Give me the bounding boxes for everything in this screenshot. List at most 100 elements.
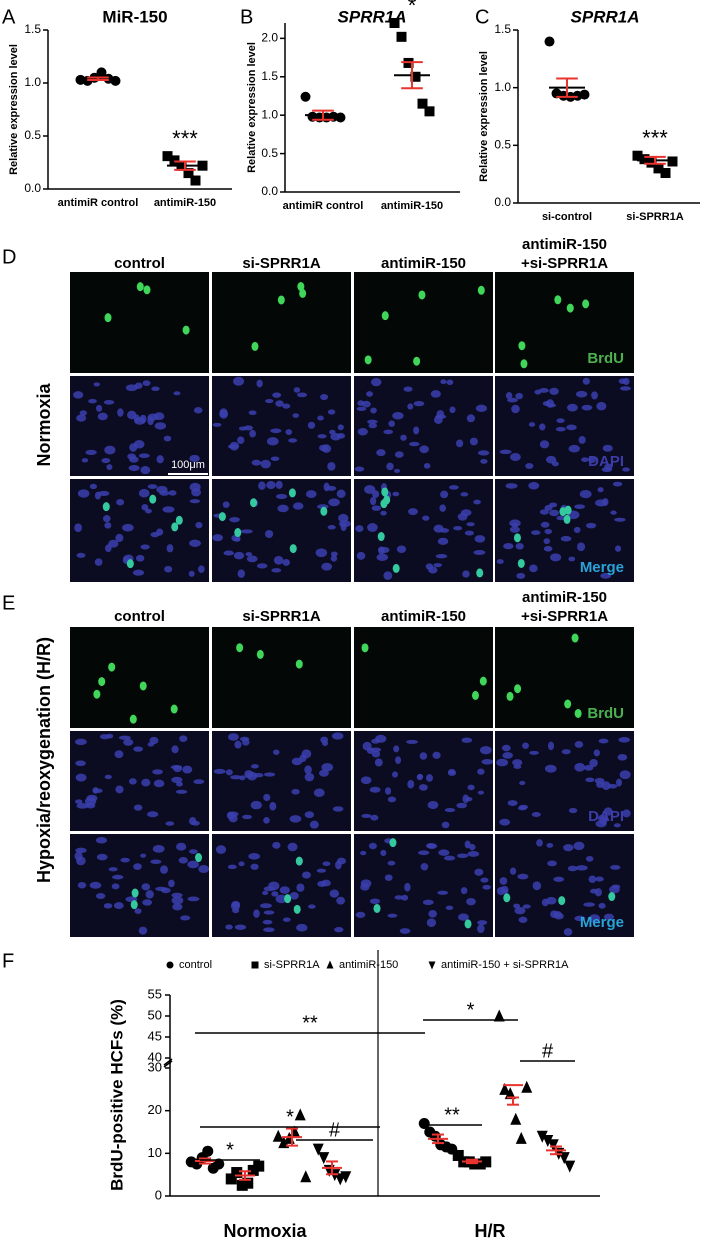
nucleus <box>544 504 553 511</box>
legend-label: control <box>179 959 212 971</box>
nucleus <box>473 549 486 555</box>
nucleus <box>594 777 605 784</box>
nucleus <box>420 863 429 871</box>
nucleus <box>387 796 397 803</box>
brdu-nucleus <box>513 533 521 543</box>
nucleus <box>460 887 468 895</box>
nucleus <box>285 429 293 436</box>
data-point <box>480 1156 492 1168</box>
column-header: +si-SPRR1A <box>521 255 608 272</box>
data-point <box>410 71 421 82</box>
nucleus <box>331 732 344 740</box>
nucleus <box>142 899 153 906</box>
nucleus <box>153 779 165 788</box>
column-header: antimiR-150 <box>522 236 607 253</box>
nucleus <box>125 384 138 392</box>
nucleus <box>129 456 139 463</box>
nucleus <box>430 390 441 398</box>
column-header: antimiR-150 <box>522 589 607 606</box>
nucleus <box>193 407 203 414</box>
nucleus <box>413 400 425 407</box>
data-point <box>318 1152 330 1165</box>
data-point <box>202 1145 214 1157</box>
micrograph <box>354 272 493 373</box>
data-point <box>389 18 400 28</box>
nucleus <box>74 851 83 861</box>
brdu-nucleus <box>130 900 138 910</box>
nucleus <box>228 814 238 823</box>
nucleus <box>539 423 546 431</box>
y-tick-label: 0.0 <box>494 195 511 209</box>
nucleus <box>603 807 613 816</box>
nucleus <box>244 770 254 779</box>
nucleus <box>75 799 83 804</box>
nucleus <box>213 768 226 774</box>
nucleus <box>556 418 565 424</box>
nucleus <box>595 876 604 882</box>
brdu-nucleus <box>582 299 590 309</box>
nucleus <box>340 522 347 532</box>
brdu-nucleus <box>566 303 574 313</box>
nucleus <box>618 737 631 743</box>
brdu-nucleus <box>139 681 147 691</box>
x-tick-label: si-SPRR1A <box>626 211 684 223</box>
nucleus <box>238 861 245 867</box>
nucleus <box>296 883 305 892</box>
nucleus <box>315 548 328 558</box>
nucleus <box>374 758 383 767</box>
nucleus <box>466 522 475 527</box>
nucleus <box>540 521 550 528</box>
data-point <box>300 91 311 102</box>
y-tick-label: 0.5 <box>494 138 511 152</box>
nucleus <box>327 461 336 471</box>
nucleus <box>467 784 475 791</box>
nucleus <box>416 773 423 781</box>
nucleus <box>567 865 578 872</box>
nucleus <box>536 839 543 847</box>
significance: * <box>226 1139 234 1161</box>
brdu-nucleus <box>381 487 389 497</box>
brdu-nucleus <box>170 704 178 714</box>
data-point <box>294 1108 306 1121</box>
nucleus <box>287 842 298 852</box>
nucleus <box>366 391 373 397</box>
panel-letter: B <box>240 6 253 28</box>
nucleus <box>394 451 404 458</box>
nucleus <box>189 499 201 504</box>
nucleus <box>574 504 586 510</box>
nucleus <box>532 881 542 891</box>
nucleus <box>457 853 469 859</box>
y-tick-label: 1.0 <box>494 80 511 94</box>
data-point <box>335 112 346 123</box>
data-point <box>418 1117 430 1129</box>
nucleus <box>355 911 366 918</box>
nucleus <box>595 499 607 507</box>
nucleus <box>446 379 454 386</box>
nucleus <box>81 458 89 463</box>
nucleus <box>480 458 488 464</box>
nucleus <box>531 530 541 535</box>
scale-bar-label: 100μm <box>171 459 205 471</box>
nucleus <box>539 509 549 515</box>
nucleus <box>128 778 137 785</box>
nucleus <box>175 789 188 794</box>
nucleus <box>140 544 150 550</box>
y-tick-label: 0.0 <box>24 181 41 195</box>
nucleus <box>282 558 290 566</box>
nucleus <box>515 542 524 550</box>
nucleus <box>73 391 84 399</box>
nucleus <box>292 413 299 418</box>
nucleus <box>482 884 491 890</box>
nucleus <box>118 735 131 740</box>
brdu-nucleus <box>564 699 572 709</box>
nucleus <box>574 915 586 922</box>
nucleus <box>428 910 437 918</box>
brdu-nucleus <box>377 532 385 542</box>
nucleus <box>392 412 404 420</box>
nucleus <box>138 488 150 498</box>
nucleus <box>539 440 550 449</box>
brdu-nucleus <box>195 853 203 863</box>
nucleus <box>449 406 456 414</box>
nucleus <box>515 392 523 400</box>
panel-letter: A <box>2 6 16 28</box>
